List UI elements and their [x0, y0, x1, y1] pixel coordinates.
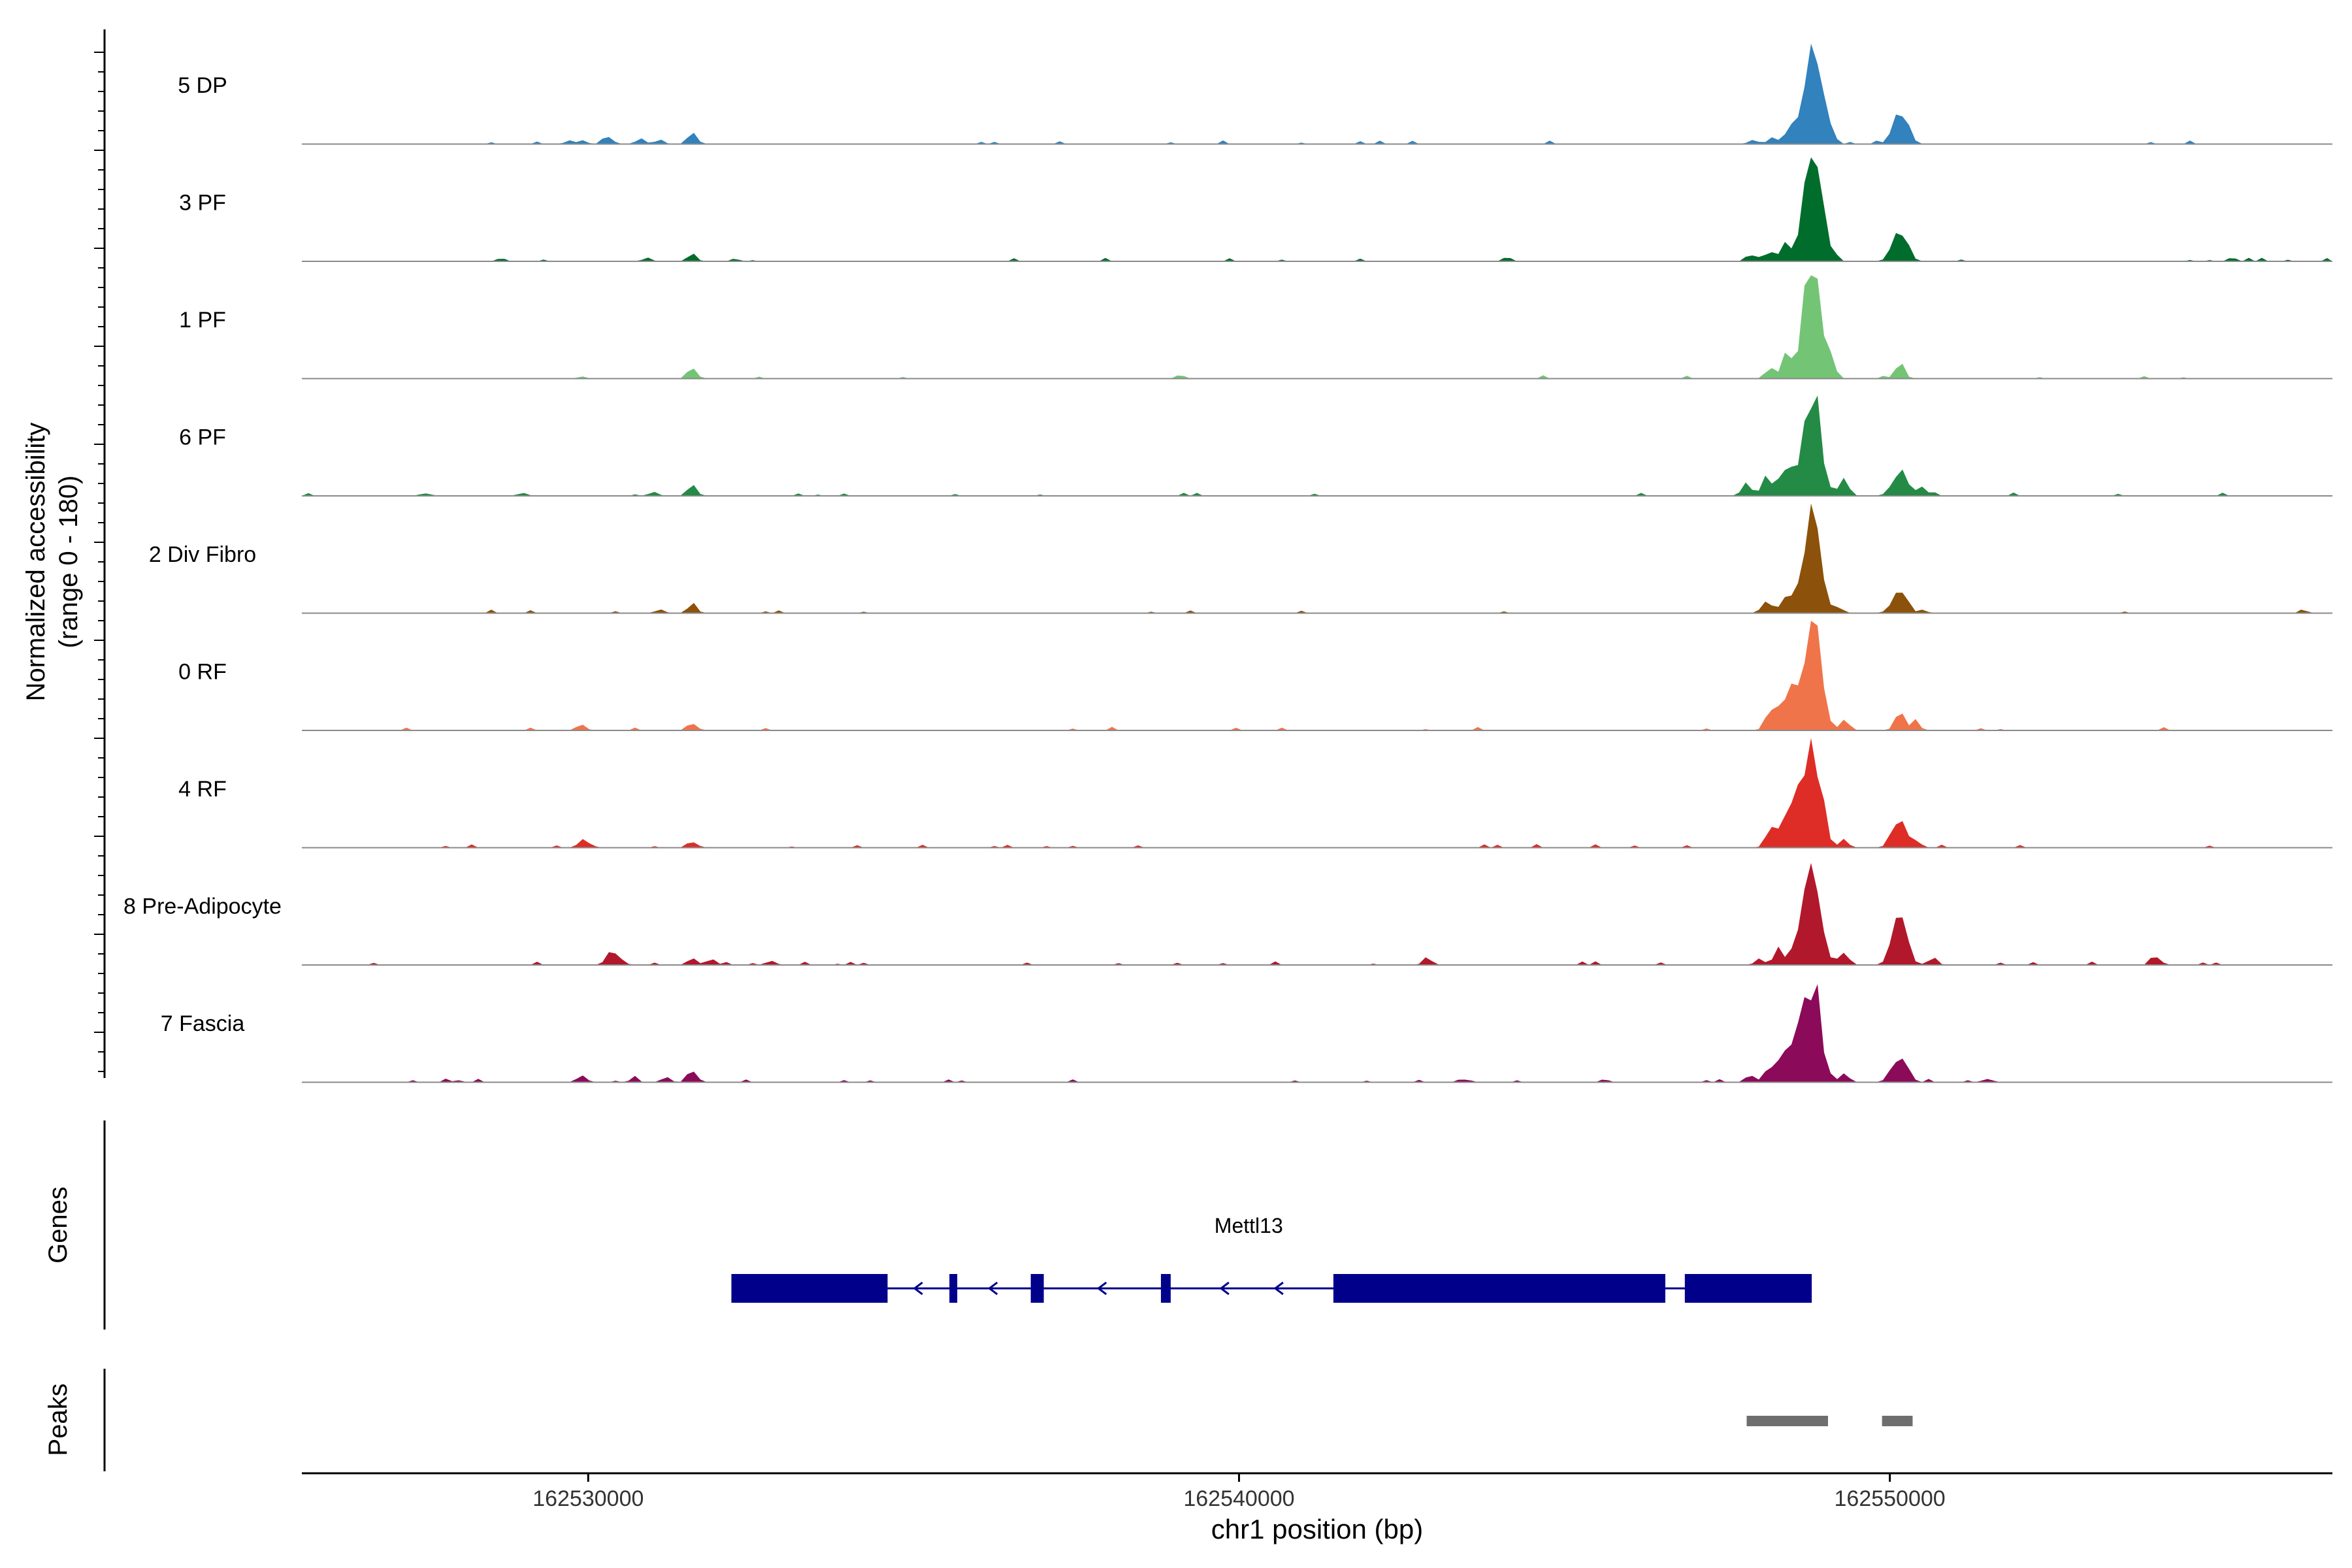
peaks-panel-label: Peaks	[44, 1383, 73, 1456]
track-label: 8 Pre-Adipocyte	[123, 894, 282, 919]
coverage-y-ticks	[94, 52, 105, 1072]
track-5: 0 RF	[178, 621, 2332, 731]
strand-arrow	[1273, 1281, 1284, 1296]
peak-region	[1746, 1416, 1828, 1426]
coverage-area	[302, 621, 2332, 730]
y-axis-label-line1: Normalized accessibility	[22, 423, 50, 702]
coverage-area	[302, 862, 2332, 965]
track-label: 2 Div Fibro	[149, 542, 256, 567]
x-axis-label: chr1 position (bp)	[1211, 1514, 1424, 1544]
coverage-area	[302, 395, 2332, 496]
track-1: 3 PF	[179, 157, 2332, 262]
peak-region	[1882, 1416, 1913, 1426]
y-axis-label-line2: (range 0 - 180)	[54, 476, 83, 649]
coverage-area	[302, 984, 2332, 1083]
track-6: 4 RF	[178, 738, 2332, 849]
x-tick-label: 162540000	[1183, 1486, 1294, 1511]
gene-label: Mettl13	[1215, 1214, 1283, 1237]
coverage-area	[302, 503, 2332, 613]
track-3: 6 PF	[179, 395, 2332, 497]
track-8: 7 Fascia	[161, 984, 2332, 1083]
track-label: 3 PF	[179, 191, 226, 216]
track-0: 5 DP	[178, 43, 2332, 145]
x-tick-label: 162530000	[532, 1486, 644, 1511]
gene-exon	[1160, 1274, 1171, 1303]
coverage-area	[302, 43, 2332, 144]
x-axis-ticks: 162530000 162540000 162550000	[532, 1473, 1946, 1511]
track-4: 2 Div Fibro	[149, 503, 2332, 614]
track-2: 1 PF	[179, 275, 2332, 380]
peak-regions	[1746, 1416, 1913, 1426]
gene-model: Mettl13	[731, 1214, 1812, 1303]
strand-arrow	[987, 1281, 998, 1296]
coverage-area	[302, 738, 2332, 848]
track-label: 0 RF	[178, 660, 227, 685]
gene-exon	[1333, 1274, 1665, 1303]
genes-panel-label: Genes	[44, 1186, 73, 1264]
strand-arrow	[913, 1281, 923, 1296]
track-label: 4 RF	[178, 777, 227, 802]
track-label: 5 DP	[178, 73, 227, 98]
gene-exon	[731, 1274, 888, 1303]
track-label: 7 Fascia	[161, 1011, 245, 1036]
coverage-tracks: 5 DP 3 PF 1 PF 6 PF 2 Div Fibro 0 RF 4 RF 8 Pre…	[123, 43, 2332, 1083]
track-label: 6 PF	[179, 425, 226, 450]
gene-exon	[1684, 1274, 1812, 1303]
track-label: 1 PF	[179, 308, 226, 333]
track-7: 8 Pre-Adipocyte	[123, 862, 2332, 966]
gene-exon	[1030, 1274, 1044, 1303]
coverage-area	[302, 275, 2332, 379]
coverage-area	[302, 157, 2332, 261]
x-tick-label: 162550000	[1835, 1486, 1946, 1511]
strand-arrow	[1219, 1281, 1230, 1296]
strand-arrow	[1096, 1281, 1107, 1296]
gene-exon	[949, 1274, 958, 1303]
